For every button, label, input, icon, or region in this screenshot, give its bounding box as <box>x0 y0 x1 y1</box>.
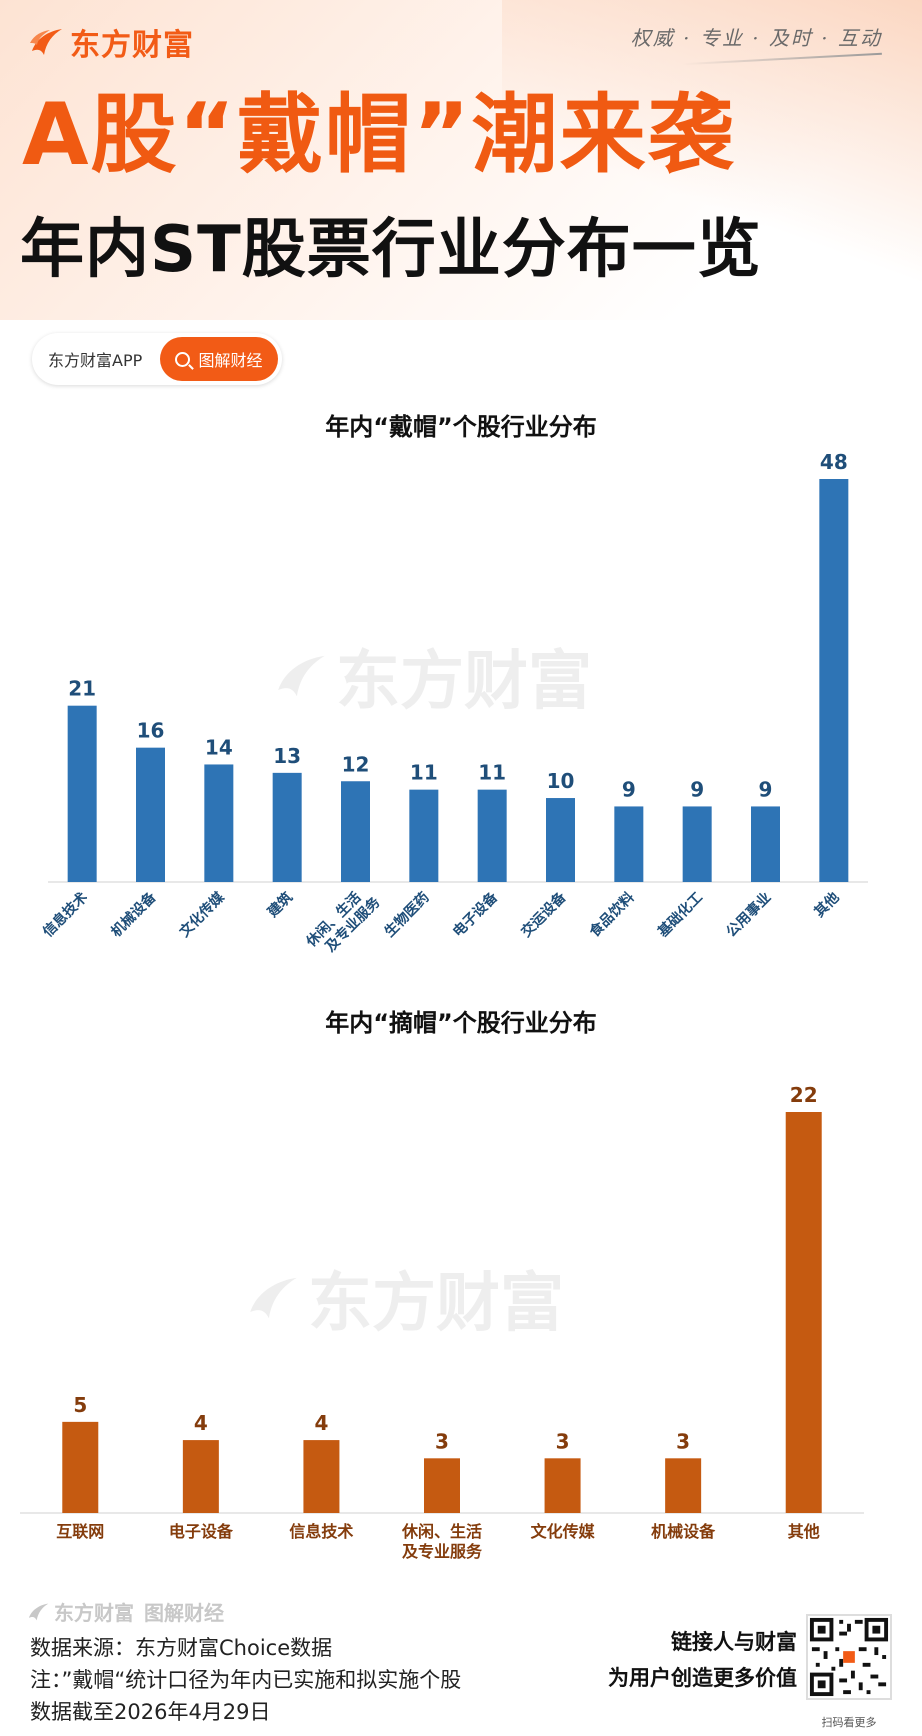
bar <box>136 747 165 882</box>
data-label: 9 <box>622 777 636 801</box>
tick-label: 生物医药 <box>381 889 433 941</box>
tick-label: 建筑 <box>264 889 296 921</box>
tick-label: 文化传媒 <box>531 1522 596 1541</box>
data-label: 5 <box>73 1393 87 1417</box>
chart1-title: 年内“戴帽”个股行业分布 <box>325 413 597 441</box>
tick-label: 电子设备 <box>449 888 501 940</box>
footer-brand-name: 东方财富 <box>54 1601 134 1625</box>
bar <box>819 479 849 882</box>
bar <box>751 806 780 882</box>
data-label: 4 <box>314 1411 328 1435</box>
flame-logo-icon <box>30 29 62 55</box>
data-label: 3 <box>435 1429 449 1453</box>
data-label: 11 <box>410 761 438 785</box>
watermark-text: 东方财富 <box>336 645 592 719</box>
bar <box>665 1458 702 1513</box>
qr-caption: 扫码看更多 <box>821 1716 877 1729</box>
sub-title: 年内ST股票行业分布一览 <box>20 213 762 287</box>
data-label: 3 <box>556 1429 570 1453</box>
data-label: 9 <box>759 777 773 801</box>
tick-label: 休闲、生活及专业服务 <box>401 1522 483 1561</box>
main-title: A股“戴帽”潮来袭 <box>22 85 736 185</box>
slogan: 权威 · 专业 · 及时 · 互动 <box>630 26 882 50</box>
tick-label: 互联网 <box>56 1522 104 1541</box>
tagline-2: 为用户创造更多价值 <box>608 1666 797 1690</box>
tick-label: 机械设备 <box>108 888 160 940</box>
data-label: 12 <box>342 752 370 776</box>
watermark-logo-icon <box>250 1277 297 1319</box>
watermark-2: 东方财富 <box>244 1252 564 1344</box>
data-label: 11 <box>478 761 506 785</box>
bar <box>409 789 439 882</box>
data-label: 10 <box>547 769 575 793</box>
tick-label: 交运设备 <box>518 888 570 940</box>
data-label: 16 <box>137 719 165 743</box>
bar <box>424 1458 460 1513</box>
qr-code-icon[interactable] <box>806 1614 892 1700</box>
tick-label: 其他 <box>788 1522 820 1541</box>
tick-label: 文化传媒 <box>176 888 228 940</box>
footnote: 注：”戴帽“统计口径为年内已实施和拟实施个股 <box>30 1668 462 1692</box>
tick-label: 其他 <box>811 889 843 921</box>
bar <box>341 781 370 882</box>
tick-label: 电子设备 <box>169 1522 234 1541</box>
tick-label: 信息技术 <box>289 1522 353 1541</box>
tagline-1: 链接人与财富 <box>671 1630 797 1654</box>
bar <box>614 806 644 882</box>
data-label: 22 <box>790 1083 818 1107</box>
tick-label: 机械设备 <box>651 1522 716 1541</box>
data-label: 21 <box>68 677 96 701</box>
brand-name: 东方财富 <box>70 28 194 63</box>
search-bar[interactable]: 东方财富APP 图解财经 <box>32 333 282 385</box>
bar <box>303 1440 340 1513</box>
chart2-title: 年内“摘帽”个股行业分布 <box>325 1009 597 1037</box>
tick-label: 食品饮料 <box>586 889 638 941</box>
bar <box>544 1458 581 1513</box>
bar <box>682 806 712 882</box>
tick-label: 信息技术 <box>39 889 91 941</box>
bar <box>204 764 234 882</box>
footer-section: 图解财经 <box>144 1601 224 1625</box>
tick-label: 公用事业 <box>723 889 775 941</box>
watermark-1: 东方财富 <box>272 630 592 722</box>
bar <box>272 772 302 882</box>
data-label: 13 <box>273 744 301 768</box>
bar <box>546 798 575 882</box>
bar <box>477 789 507 882</box>
chart1-svg: 21 信息技术 16 机械设备 14 文化传媒 13 建筑 12 休闲、生活及专业服务 11 生物医药… <box>39 450 868 963</box>
data-date: 数据截至2026年4月29日 <box>30 1700 271 1724</box>
search-button[interactable]: 图解财经 <box>160 337 278 381</box>
search-button-label: 图解财经 <box>198 351 263 370</box>
brand-logo: 东方财富 <box>28 20 194 64</box>
watermark-text: 东方财富 <box>308 1267 564 1341</box>
bar <box>67 705 97 882</box>
data-source: 数据来源：东方财富Choice数据 <box>30 1636 333 1660</box>
bar <box>785 1112 822 1513</box>
search-app-label: 东方财富APP <box>48 351 143 370</box>
data-label: 9 <box>690 777 704 801</box>
tick-label: 基础化工 <box>654 889 706 941</box>
data-label: 14 <box>205 735 233 759</box>
footer-brand: 东方财富 图解财经 <box>26 1597 224 1626</box>
search-icon <box>175 351 191 367</box>
bar <box>182 1440 219 1513</box>
data-label: 3 <box>676 1429 690 1453</box>
tick-label: 休闲、生活及专业服务 <box>302 881 384 963</box>
chart2-svg: 5 互联网 4 电子设备 4 信息技术 3 休闲、生活及专业服务 3 文化传媒 3 机械设备 22 其他 <box>20 1083 864 1561</box>
data-label: 4 <box>194 1411 208 1435</box>
bar <box>62 1421 99 1513</box>
watermark-logo-icon <box>278 655 325 697</box>
footer-logo-icon <box>28 1603 49 1620</box>
data-label: 48 <box>820 450 848 474</box>
